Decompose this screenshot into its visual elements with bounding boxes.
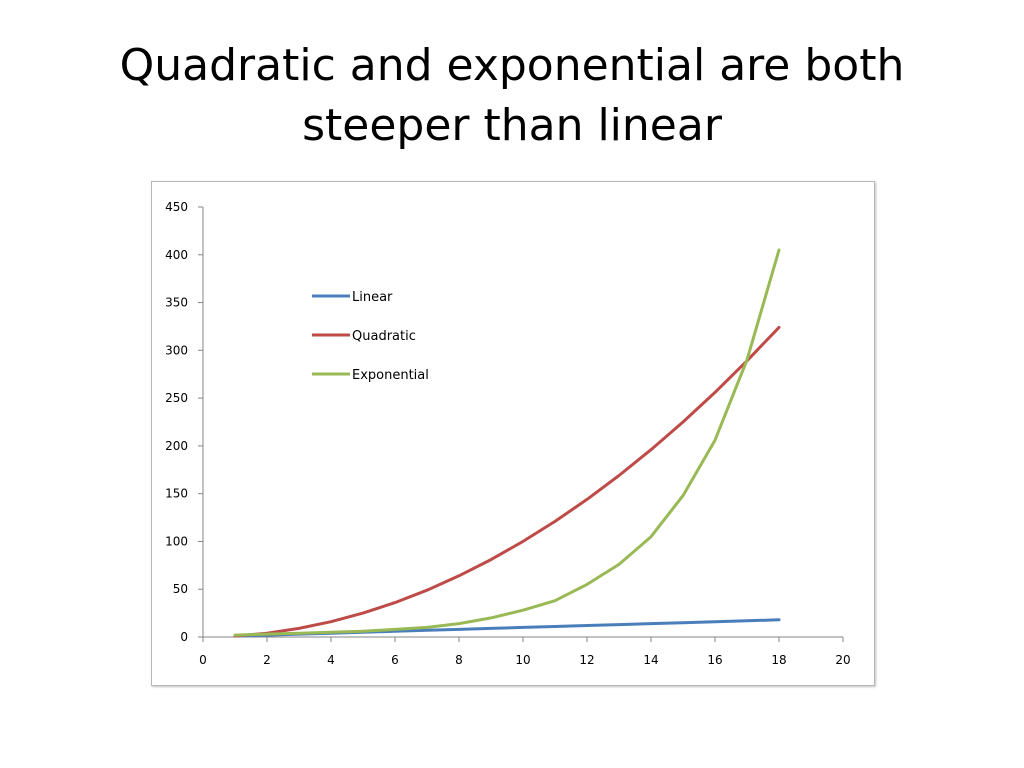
chart-frame: 0 50 100 150 200 250 300 350 400 450 0 2 4 6 8 10 12 14 16…: [151, 181, 875, 686]
slide-title: Quadratic and exponential are both steep…: [119, 40, 905, 151]
y-tick-label: 250: [165, 391, 188, 405]
x-tick-label: 8: [455, 653, 463, 667]
y-tick-label: 100: [165, 534, 188, 548]
x-tick-label: 0: [199, 653, 207, 667]
axes: 0 50 100 150 200 250 300 350 400 450 0 2 4 6 8 10 12 14 16…: [165, 200, 851, 667]
x-tick-label: 16: [707, 653, 722, 667]
line-chart: 0 50 100 150 200 250 300 350 400 450 0 2 4 6 8 10 12 14 16…: [165, 200, 851, 667]
y-tick-label: 300: [165, 343, 188, 357]
y-tick-label: 50: [173, 582, 188, 596]
x-tick-label: 2: [263, 653, 271, 667]
x-tick-label: 18: [771, 653, 786, 667]
x-tick-label: 12: [579, 653, 594, 667]
y-tick-label: 200: [165, 439, 188, 453]
x-tick-label: 6: [391, 653, 399, 667]
y-tick-label: 0: [180, 630, 188, 644]
y-tick-label: 450: [165, 200, 188, 214]
series-line-quadratic: [233, 325, 781, 638]
legend: Linear Quadratic Exponential: [312, 290, 429, 383]
series-layer: [233, 248, 781, 638]
x-tick-label: 4: [327, 653, 335, 667]
legend-label-linear: Linear: [352, 290, 393, 305]
x-tick-label: 10: [515, 653, 530, 667]
y-tick-label: 150: [165, 487, 188, 501]
y-tick-label: 400: [165, 248, 188, 262]
x-tick-label: 20: [835, 653, 850, 667]
series-line-exponential: [233, 248, 781, 637]
legend-label-quadratic: Quadratic: [352, 329, 416, 344]
y-tick-label: 350: [165, 296, 188, 310]
legend-label-exponential: Exponential: [352, 368, 429, 383]
x-tick-label: 14: [643, 653, 658, 667]
